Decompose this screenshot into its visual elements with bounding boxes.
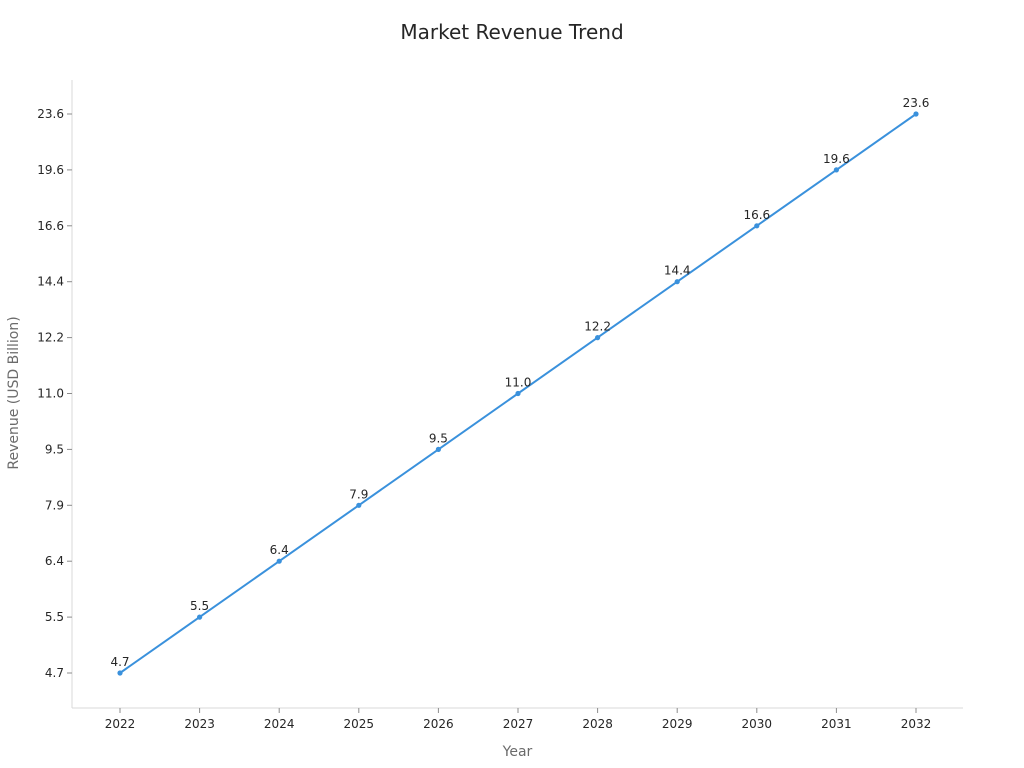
y-axis-title: Revenue (USD Billion) — [6, 316, 22, 469]
data-point — [276, 558, 282, 564]
data-point — [197, 614, 203, 620]
data-point — [754, 223, 760, 229]
data-label: 4.7 — [110, 655, 129, 669]
x-tick-label: 2022 — [105, 717, 136, 731]
data-label: 5.5 — [190, 599, 209, 613]
series-group — [117, 111, 919, 676]
x-tick-label: 2028 — [582, 717, 613, 731]
data-label: 12.2 — [584, 320, 611, 334]
x-tick-label: 2024 — [264, 717, 295, 731]
data-point — [515, 390, 521, 397]
x-tick-label: 2030 — [742, 717, 773, 731]
x-tick-label: 2029 — [662, 717, 693, 731]
x-axis-ticks: 2022 2023 2024 2025 2026 2027 2028 2029 2030 2031… — [105, 708, 932, 731]
data-label: 23.6 — [903, 96, 930, 110]
y-tick-label: 11.0 — [37, 387, 64, 401]
x-tick-label: 2023 — [184, 717, 215, 731]
x-tick-label: 2031 — [821, 717, 852, 731]
data-point — [117, 670, 123, 676]
y-tick-label: 19.6 — [37, 163, 64, 177]
y-tick-label: 12.2 — [37, 331, 64, 345]
data-point — [595, 335, 601, 341]
data-point — [913, 111, 919, 117]
data-point — [356, 502, 362, 508]
data-label: 14.4 — [664, 264, 691, 278]
data-label: 16.6 — [743, 208, 770, 222]
x-tick-label: 2026 — [423, 717, 454, 731]
y-tick-label: 14.4 — [37, 275, 64, 289]
data-label: 11.0 — [505, 376, 532, 390]
x-axis-title: Year — [502, 744, 533, 760]
y-tick-label: 23.6 — [37, 107, 64, 121]
y-tick-label: 7.9 — [45, 498, 64, 512]
data-label: 9.5 — [429, 431, 448, 445]
x-tick-label: 2027 — [503, 717, 534, 731]
y-tick-label: 16.6 — [37, 219, 64, 233]
y-tick-label: 4.7 — [45, 666, 64, 680]
y-axis-ticks: 4.7 5.5 6.4 7.9 9.5 11.0 12.2 14.4 16.6 19.6 23.6 — [37, 107, 72, 680]
x-tick-label: 2025 — [344, 717, 375, 731]
data-point — [833, 167, 840, 173]
data-labels: 4.7 5.5 6.4 7.9 9.5 11.0 12.2 14.4 16.6 19.6 23.6 — [110, 96, 929, 669]
data-label: 19.6 — [823, 152, 850, 166]
data-label: 6.4 — [270, 543, 289, 557]
y-tick-label: 9.5 — [45, 442, 64, 456]
data-label: 7.9 — [349, 487, 368, 501]
data-point — [674, 279, 680, 285]
x-tick-label: 2032 — [901, 717, 932, 731]
data-point — [435, 446, 441, 452]
y-tick-label: 5.5 — [45, 610, 64, 624]
chart-title: Market Revenue Trend — [400, 20, 624, 44]
y-tick-label: 6.4 — [45, 554, 64, 568]
